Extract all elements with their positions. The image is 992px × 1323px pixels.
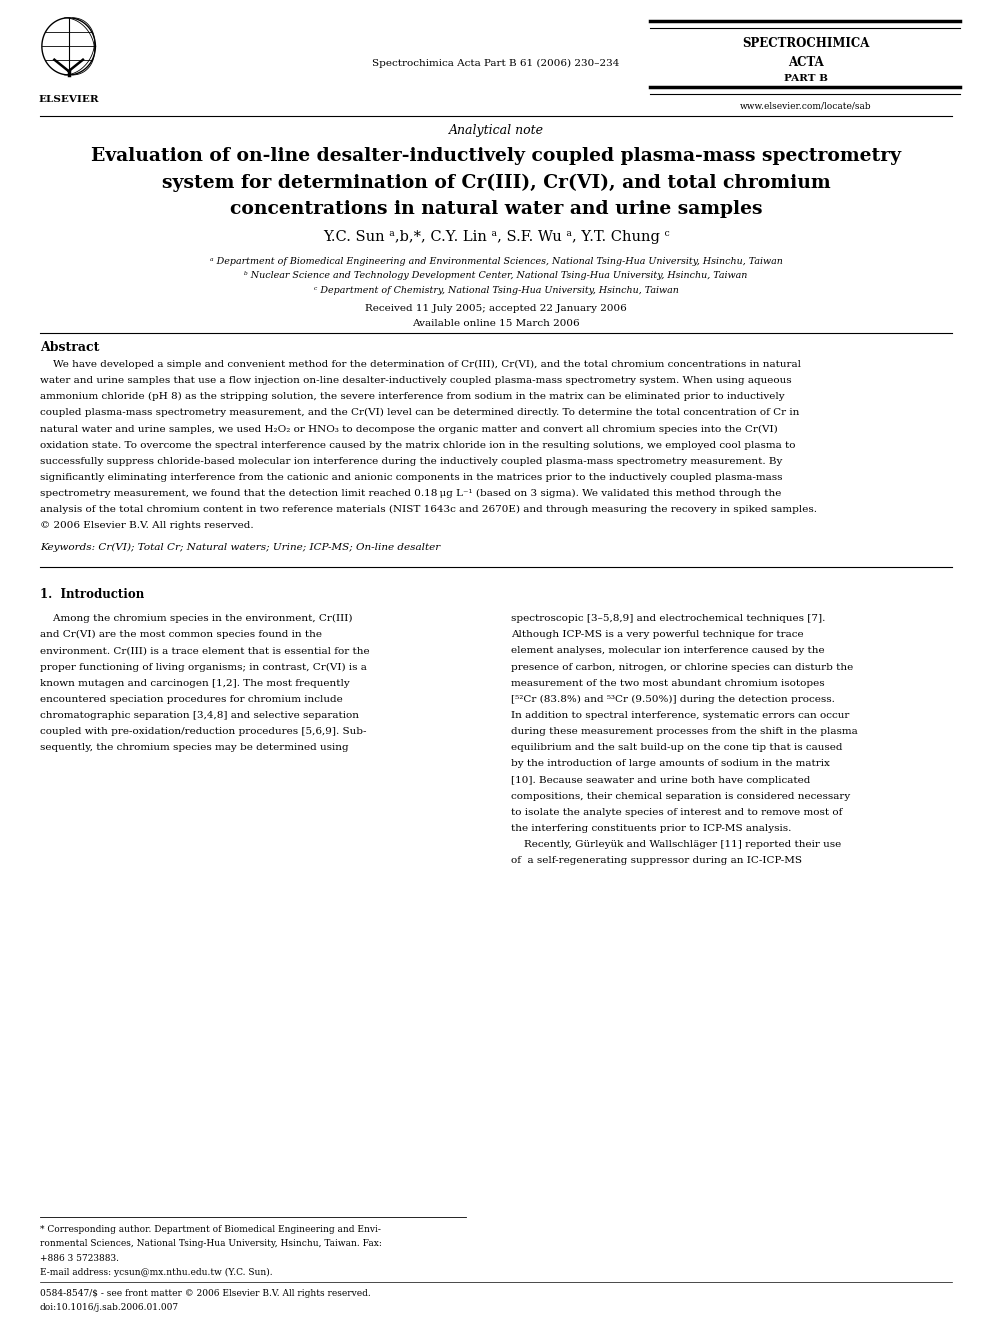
Text: encountered speciation procedures for chromium include: encountered speciation procedures for ch… <box>40 695 342 704</box>
Text: concentrations in natural water and urine samples: concentrations in natural water and urin… <box>230 200 762 218</box>
Text: Evaluation of on-line desalter-inductively coupled plasma-mass spectrometry: Evaluation of on-line desalter-inductive… <box>91 147 901 165</box>
Text: Although ICP-MS is a very powerful technique for trace: Although ICP-MS is a very powerful techn… <box>511 630 804 639</box>
Text: element analyses, molecular ion interference caused by the: element analyses, molecular ion interfer… <box>511 647 824 655</box>
Text: [10]. Because seawater and urine both have complicated: [10]. Because seawater and urine both ha… <box>511 775 810 785</box>
Text: coupled plasma-mass spectrometry measurement, and the Cr(VI) level can be determ: coupled plasma-mass spectrometry measure… <box>40 409 799 417</box>
Text: Keywords: Cr(VI); Total Cr; Natural waters; Urine; ICP-MS; On-line desalter: Keywords: Cr(VI); Total Cr; Natural wate… <box>40 542 439 552</box>
Text: © 2006 Elsevier B.V. All rights reserved.: © 2006 Elsevier B.V. All rights reserved… <box>40 521 253 531</box>
Text: www.elsevier.com/locate/sab: www.elsevier.com/locate/sab <box>740 102 871 111</box>
Text: compositions, their chemical separation is considered necessary: compositions, their chemical separation … <box>511 791 850 800</box>
Text: system for determination of Cr(III), Cr(VI), and total chromium: system for determination of Cr(III), Cr(… <box>162 173 830 192</box>
Text: known mutagen and carcinogen [1,2]. The most frequently: known mutagen and carcinogen [1,2]. The … <box>40 679 349 688</box>
Text: Abstract: Abstract <box>40 341 99 355</box>
Text: analysis of the total chromium content in two reference materials (NIST 1643c an: analysis of the total chromium content i… <box>40 505 816 515</box>
Text: chromatographic separation [3,4,8] and selective separation: chromatographic separation [3,4,8] and s… <box>40 710 359 720</box>
Text: [⁵²Cr (83.8%) and ⁵³Cr (9.50%)] during the detection process.: [⁵²Cr (83.8%) and ⁵³Cr (9.50%)] during t… <box>511 695 834 704</box>
Text: during these measurement processes from the shift in the plasma: during these measurement processes from … <box>511 728 858 736</box>
Text: water and urine samples that use a flow injection on-line desalter-inductively c: water and urine samples that use a flow … <box>40 376 792 385</box>
Text: by the introduction of large amounts of sodium in the matrix: by the introduction of large amounts of … <box>511 759 829 769</box>
Text: ammonium chloride (pH 8) as the stripping solution, the severe interference from: ammonium chloride (pH 8) as the strippin… <box>40 392 785 401</box>
Text: Available online 15 March 2006: Available online 15 March 2006 <box>413 319 579 328</box>
Text: In addition to spectral interference, systematic errors can occur: In addition to spectral interference, sy… <box>511 710 849 720</box>
Text: proper functioning of living organisms; in contrast, Cr(VI) is a: proper functioning of living organisms; … <box>40 663 367 672</box>
Text: spectroscopic [3–5,8,9] and electrochemical techniques [7].: spectroscopic [3–5,8,9] and electrochemi… <box>511 614 825 623</box>
Text: ᵇ Nuclear Science and Technology Development Center, National Tsing-Hua Universi: ᵇ Nuclear Science and Technology Develop… <box>244 271 748 280</box>
Text: measurement of the two most abundant chromium isotopes: measurement of the two most abundant chr… <box>511 679 824 688</box>
Text: to isolate the analyte species of interest and to remove most of: to isolate the analyte species of intere… <box>511 808 842 816</box>
Text: +886 3 5723883.: +886 3 5723883. <box>40 1254 119 1262</box>
Text: Received 11 July 2005; accepted 22 January 2006: Received 11 July 2005; accepted 22 Janua… <box>365 304 627 314</box>
Text: We have developed a simple and convenient method for the determination of Cr(III: We have developed a simple and convenien… <box>40 360 801 369</box>
Text: natural water and urine samples, we used H₂O₂ or HNO₃ to decompose the organic m: natural water and urine samples, we used… <box>40 425 778 434</box>
Text: 0584-8547/$ - see front matter © 2006 Elsevier B.V. All rights reserved.: 0584-8547/$ - see front matter © 2006 El… <box>40 1289 370 1298</box>
Text: 1.  Introduction: 1. Introduction <box>40 587 144 601</box>
Text: and Cr(VI) are the most common species found in the: and Cr(VI) are the most common species f… <box>40 630 321 639</box>
Text: of  a self-regenerating suppressor during an IC-ICP-MS: of a self-regenerating suppressor during… <box>511 856 802 865</box>
Text: spectrometry measurement, we found that the detection limit reached 0.18 μg L⁻¹ : spectrometry measurement, we found that … <box>40 490 781 497</box>
Text: sequently, the chromium species may be determined using: sequently, the chromium species may be d… <box>40 744 348 753</box>
Text: ᶜ Department of Chemistry, National Tsing-Hua University, Hsinchu, Taiwan: ᶜ Department of Chemistry, National Tsin… <box>313 286 679 295</box>
Text: ᵃ Department of Biomedical Engineering and Environmental Sciences, National Tsin: ᵃ Department of Biomedical Engineering a… <box>209 257 783 266</box>
Text: Y.C. Sun ᵃ,b,*, C.Y. Lin ᵃ, S.F. Wu ᵃ, Y.T. Chung ᶜ: Y.C. Sun ᵃ,b,*, C.Y. Lin ᵃ, S.F. Wu ᵃ, Y… <box>322 230 670 245</box>
Text: coupled with pre-oxidation/reduction procedures [5,6,9]. Sub-: coupled with pre-oxidation/reduction pro… <box>40 728 366 736</box>
Text: presence of carbon, nitrogen, or chlorine species can disturb the: presence of carbon, nitrogen, or chlorin… <box>511 663 853 672</box>
Text: the interfering constituents prior to ICP-MS analysis.: the interfering constituents prior to IC… <box>511 824 792 833</box>
Text: * Corresponding author. Department of Biomedical Engineering and Envi-: * Corresponding author. Department of Bi… <box>40 1225 381 1234</box>
Text: Spectrochimica Acta Part B 61 (2006) 230–234: Spectrochimica Acta Part B 61 (2006) 230… <box>372 60 620 67</box>
Text: oxidation state. To overcome the spectral interference caused by the matrix chlo: oxidation state. To overcome the spectra… <box>40 441 796 450</box>
Text: successfully suppress chloride-based molecular ion interference during the induc: successfully suppress chloride-based mol… <box>40 456 782 466</box>
Text: SPECTROCHIMICA: SPECTROCHIMICA <box>742 37 869 50</box>
Text: PART B: PART B <box>784 74 827 83</box>
Text: E-mail address: ycsun@mx.nthu.edu.tw (Y.C. Sun).: E-mail address: ycsun@mx.nthu.edu.tw (Y.… <box>40 1267 273 1277</box>
Text: Analytical note: Analytical note <box>448 124 544 138</box>
Text: environment. Cr(III) is a trace element that is essential for the: environment. Cr(III) is a trace element … <box>40 647 369 655</box>
Text: ronmental Sciences, National Tsing-Hua University, Hsinchu, Taiwan. Fax:: ronmental Sciences, National Tsing-Hua U… <box>40 1240 382 1249</box>
Text: Among the chromium species in the environment, Cr(III): Among the chromium species in the enviro… <box>40 614 352 623</box>
Text: doi:10.1016/j.sab.2006.01.007: doi:10.1016/j.sab.2006.01.007 <box>40 1303 179 1312</box>
Text: ELSEVIER: ELSEVIER <box>39 94 99 103</box>
Text: equilibrium and the salt build-up on the cone tip that is caused: equilibrium and the salt build-up on the… <box>511 744 842 753</box>
Text: ACTA: ACTA <box>788 56 823 69</box>
Text: significantly eliminating interference from the cationic and anionic components : significantly eliminating interference f… <box>40 472 782 482</box>
Text: Recently, Gürleyük and Wallschläger [11] reported their use: Recently, Gürleyük and Wallschläger [11]… <box>511 840 841 849</box>
